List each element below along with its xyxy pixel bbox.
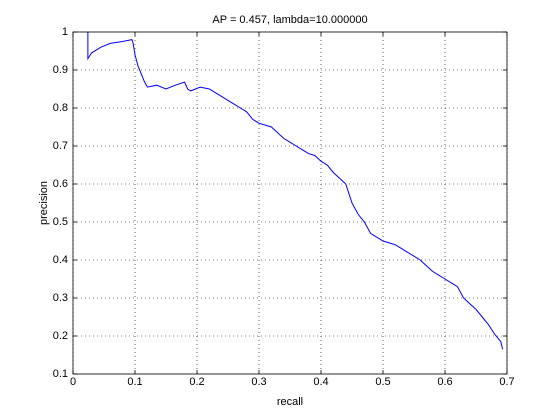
y-tick-label: 0.7: [53, 140, 68, 152]
y-tick-label: 0.9: [53, 64, 68, 76]
y-tick-label: 0.3: [53, 292, 68, 304]
x-tick-label: 0.6: [437, 376, 452, 388]
x-tick-label: 0.7: [499, 376, 514, 388]
y-tick-label: 0.1: [53, 368, 68, 380]
chart-title: AP = 0.457, lambda=10.000000: [212, 14, 367, 26]
x-tick-label: 0.2: [189, 376, 204, 388]
axes-box: [72, 31, 508, 375]
pr-curve: [87, 32, 504, 350]
y-tick-label: 1: [62, 26, 68, 38]
y-axis-label: precision: [38, 181, 50, 225]
x-tick-label: 0: [70, 376, 76, 388]
plot-area: [73, 32, 507, 374]
y-tick-label: 0.6: [53, 178, 68, 190]
x-tick-label: 0.3: [251, 376, 266, 388]
y-tick-label: 0.8: [53, 102, 68, 114]
x-axis-label: recall: [277, 396, 303, 408]
x-tick-label: 0.5: [375, 376, 390, 388]
y-tick-label: 0.5: [53, 216, 68, 228]
y-tick-label: 0.4: [53, 254, 68, 266]
x-tick-label: 0.4: [313, 376, 328, 388]
y-tick-label: 0.2: [53, 330, 68, 342]
x-tick-label: 0.1: [127, 376, 142, 388]
